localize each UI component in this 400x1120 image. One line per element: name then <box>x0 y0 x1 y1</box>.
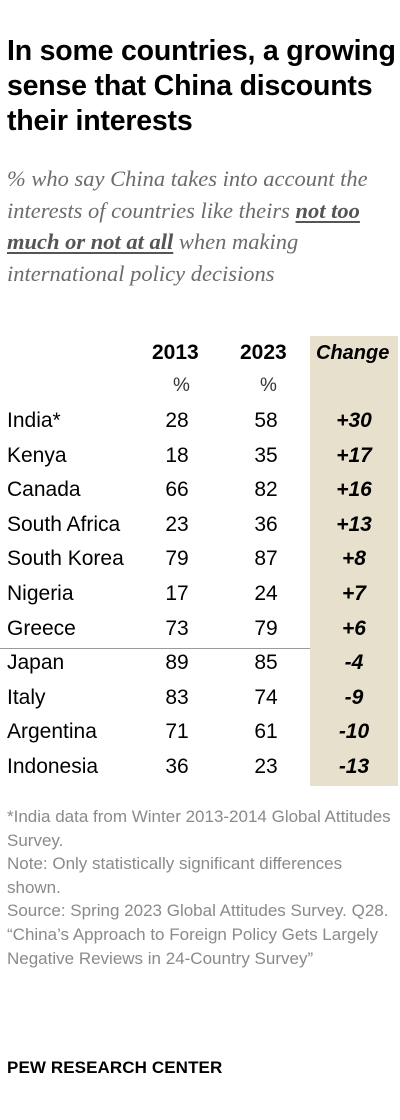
value-2013: 79 <box>165 547 189 571</box>
note-significance: Note: Only statistically significant dif… <box>7 854 343 897</box>
value-2013: 71 <box>165 720 189 744</box>
country-label: Canada <box>7 478 81 502</box>
country-label: Indonesia <box>7 755 99 778</box>
value-2013: 18 <box>165 443 189 467</box>
value-2013: 17 <box>165 582 189 605</box>
country-label: South Africa <box>7 512 121 536</box>
country-label: Japan <box>7 651 65 675</box>
value-2023: 85 <box>254 651 278 675</box>
country-label: India* <box>7 409 61 432</box>
table-row: Canada 66 82 +16 <box>0 473 400 508</box>
column-header-2023: 2023 <box>240 341 287 364</box>
table-row: Greece 73 79 +6 <box>0 612 400 647</box>
value-2023: 36 <box>254 512 278 536</box>
table-row: South Korea 79 87 +8 <box>0 542 400 577</box>
value-2023: 23 <box>254 755 278 778</box>
value-2023: 74 <box>254 685 278 709</box>
country-label: Italy <box>7 685 46 709</box>
footnotes: *India data from Winter 2013-2014 Global… <box>7 805 392 970</box>
source-note: Source: Spring 2023 Global Attitudes Sur… <box>7 901 389 921</box>
column-header-change: Change <box>316 342 390 364</box>
country-label: South Korea <box>7 547 124 571</box>
change-value: +13 <box>336 512 372 536</box>
change-value: -4 <box>344 651 364 675</box>
value-2013: 89 <box>165 651 189 675</box>
change-value: +17 <box>336 443 372 467</box>
value-2013: 23 <box>165 512 189 536</box>
table-row: South Africa 23 36 +13 <box>0 508 400 543</box>
table-row: Japan 89 85 -4 <box>0 646 400 681</box>
change-value: +6 <box>342 616 366 640</box>
value-2013: 66 <box>165 478 189 502</box>
table-row: Kenya 18 35 +17 <box>0 439 400 474</box>
value-2013: 28 <box>165 409 189 432</box>
value-2023: 82 <box>254 478 278 502</box>
change-value: +8 <box>342 547 366 571</box>
change-column-background <box>310 336 398 786</box>
value-2023: 35 <box>254 443 278 467</box>
chart-title: In some countries, a growing sense that … <box>7 35 396 137</box>
subtitle-text-start: % who say China takes into account the i… <box>7 166 368 223</box>
value-2023: 24 <box>254 582 278 605</box>
column-header-2013: 2013 <box>152 341 199 364</box>
change-value: +30 <box>336 409 372 432</box>
country-label: Greece <box>7 616 76 640</box>
note-india: *India data from Winter 2013-2014 Global… <box>7 807 391 850</box>
chart-subtitle: % who say China takes into account the i… <box>7 163 397 289</box>
table-row: Indonesia 36 23 -13 <box>0 750 400 785</box>
change-value: +16 <box>336 478 372 502</box>
change-value: -13 <box>338 755 370 778</box>
table-row: India* 28 58 +30 <box>0 404 400 439</box>
value-2023: 87 <box>254 547 278 571</box>
table-row: Nigeria 17 24 +7 <box>0 577 400 612</box>
value-2013: 83 <box>165 685 189 709</box>
change-value: -10 <box>338 720 370 744</box>
unit-label-2023: % <box>260 375 277 396</box>
country-label: Kenya <box>7 443 67 467</box>
value-2023: 58 <box>254 409 278 432</box>
report-title-note: “China’s Approach to Foreign Policy Gets… <box>7 924 379 968</box>
brand-logo-text: PEW RESEARCH CENTER <box>7 1058 223 1077</box>
country-label: Nigeria <box>7 582 74 605</box>
value-2013: 36 <box>165 755 189 778</box>
subtitle-text-end: when making international policy decisio… <box>7 229 299 286</box>
value-2013: 73 <box>165 616 189 640</box>
table-row: Argentina 71 61 -10 <box>0 715 400 750</box>
value-2023: 61 <box>254 720 278 744</box>
change-value: +7 <box>342 582 366 605</box>
section-divider <box>0 648 310 649</box>
country-label: Argentina <box>7 720 97 744</box>
table-row: Italy 83 74 -9 <box>0 681 400 716</box>
unit-label-2013: % <box>173 375 190 396</box>
subtitle-emphasis: not too much or not at all <box>7 197 360 255</box>
value-2023: 79 <box>254 616 278 640</box>
change-value: -9 <box>344 685 364 709</box>
